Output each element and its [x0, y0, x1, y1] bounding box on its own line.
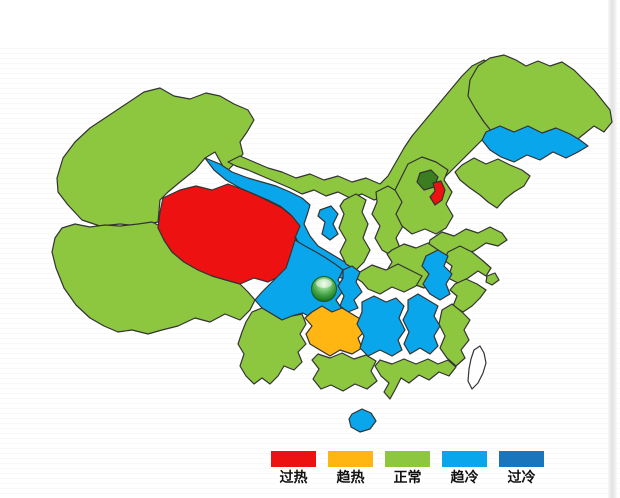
map-marker-orb[interactable] [311, 276, 337, 302]
legend-swatch-warming [328, 451, 373, 467]
province-inner-mongolia[interactable] [227, 59, 501, 205]
legend-item-normal: 正常 [385, 451, 430, 485]
legend-label-overheated: 过热 [279, 470, 308, 486]
page-edge-shadow [608, 0, 617, 498]
province-chongqing[interactable] [337, 265, 363, 313]
legend: 过热 趋热 正常 趋冷 过冷 [271, 451, 544, 485]
province-guizhou[interactable] [304, 305, 367, 357]
legend-swatch-normal [385, 451, 430, 467]
legend-item-warming: 趋热 [328, 451, 373, 485]
legend-swatch-cooling [442, 451, 487, 467]
province-shaanxi[interactable] [338, 193, 371, 271]
legend-label-warming: 趋热 [336, 470, 365, 486]
province-hubei[interactable] [355, 263, 423, 295]
province-jiangsu[interactable] [443, 245, 492, 284]
province-hainan[interactable] [348, 408, 377, 433]
legend-label-cooling: 趋冷 [450, 470, 479, 486]
province-ningxia[interactable] [317, 205, 339, 241]
province-hunan[interactable] [356, 295, 406, 357]
legend-item-cooling: 趋冷 [442, 451, 487, 485]
legend-item-overheated: 过热 [271, 451, 316, 485]
province-taiwan[interactable] [467, 345, 487, 390]
legend-label-normal: 正常 [393, 470, 422, 486]
province-yunnan[interactable] [237, 307, 307, 385]
legend-swatch-overheated [271, 451, 316, 467]
province-zhejiang[interactable] [449, 278, 487, 313]
legend-swatch-overcooled [499, 451, 544, 467]
province-guangdong[interactable] [374, 358, 457, 400]
legend-label-overcooled: 过冷 [507, 470, 536, 486]
province-guangxi[interactable] [311, 352, 378, 392]
province-tianjin[interactable] [429, 180, 446, 206]
province-fujian[interactable] [438, 303, 471, 367]
province-hebei[interactable] [394, 156, 454, 235]
legend-item-overcooled: 过冷 [499, 451, 544, 485]
province-shanghai[interactable] [485, 272, 500, 286]
province-heilongjiang[interactable] [467, 54, 613, 143]
province-jilin[interactable] [481, 125, 589, 163]
province-anhui[interactable] [421, 249, 453, 301]
province-jiangxi[interactable] [402, 293, 441, 355]
province-liaoning[interactable] [454, 157, 531, 209]
